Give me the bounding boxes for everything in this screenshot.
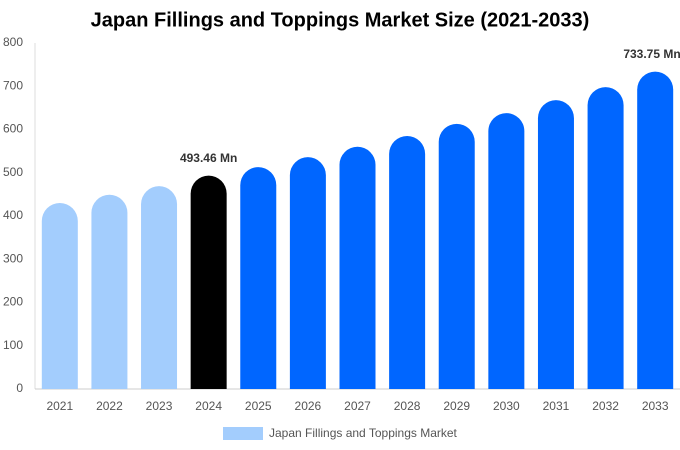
- x-tick-label: 2024: [195, 399, 222, 413]
- y-tick-label: 700: [3, 78, 23, 92]
- x-tick-label: 2025: [245, 399, 272, 413]
- bar: [637, 71, 674, 389]
- value-label: 493.46 Mn: [180, 151, 237, 165]
- legend-label: Japan Fillings and Toppings Market: [269, 426, 458, 440]
- y-tick-label: 600: [3, 122, 23, 136]
- x-tick-label: 2026: [295, 399, 322, 413]
- x-tick-label: 2021: [46, 399, 73, 413]
- y-tick-label: 400: [3, 208, 23, 222]
- bar: [438, 123, 475, 389]
- x-tick-label: 2022: [96, 399, 123, 413]
- bar: [587, 87, 624, 390]
- x-tick-label: 2030: [493, 399, 520, 413]
- x-tick-label: 2023: [146, 399, 173, 413]
- bar: [289, 157, 326, 389]
- x-tick-label: 2028: [394, 399, 421, 413]
- legend-swatch: [223, 427, 263, 440]
- x-tick-label: 2029: [443, 399, 470, 413]
- y-tick-label: 0: [16, 381, 23, 395]
- bar: [190, 175, 227, 389]
- bar: [91, 194, 128, 389]
- y-tick-label: 100: [3, 338, 23, 352]
- bar: [389, 135, 426, 389]
- x-tick-label: 2027: [344, 399, 371, 413]
- y-tick-label: 800: [3, 35, 23, 49]
- chart-title: Japan Fillings and Toppings Market Size …: [91, 9, 590, 31]
- y-tick-label: 500: [3, 165, 23, 179]
- x-tick-label: 2032: [592, 399, 619, 413]
- bar: [41, 203, 78, 389]
- bar: [537, 100, 574, 389]
- value-label: 733.75 Mn: [623, 47, 680, 61]
- y-tick-label: 300: [3, 251, 23, 265]
- x-tick-label: 2031: [543, 399, 570, 413]
- y-tick-label: 200: [3, 295, 23, 309]
- bar: [141, 186, 178, 389]
- bar: [339, 146, 376, 389]
- bar: [488, 113, 525, 390]
- x-tick-label: 2033: [642, 399, 669, 413]
- bar: [240, 167, 277, 389]
